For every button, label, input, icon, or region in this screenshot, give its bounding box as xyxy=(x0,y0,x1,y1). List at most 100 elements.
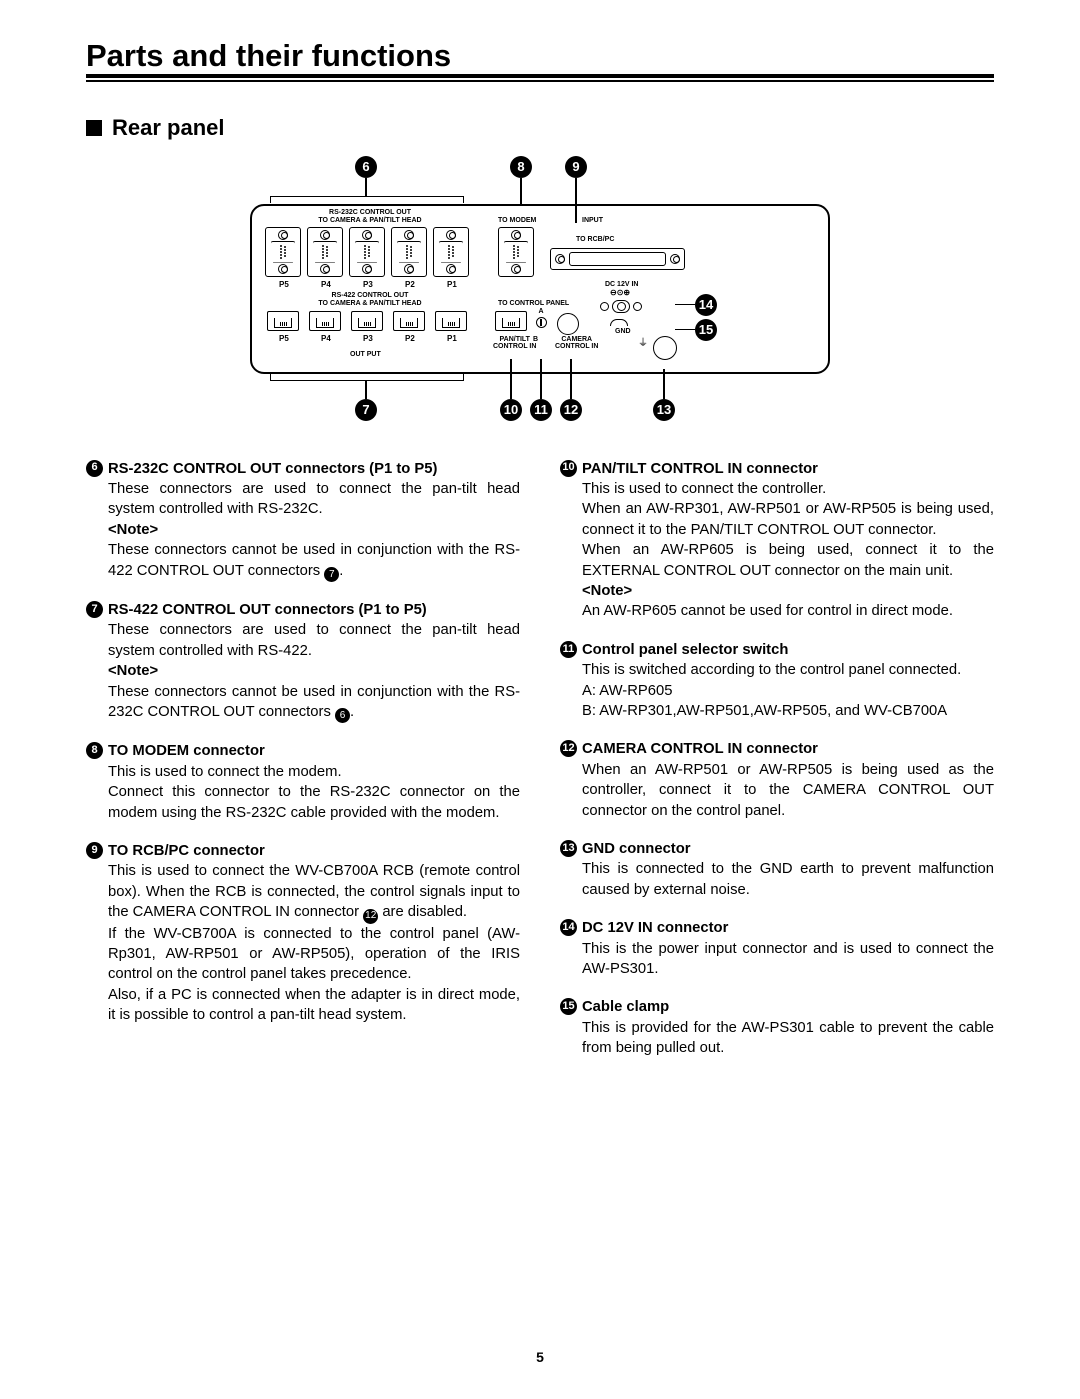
item-body: These connectors are used to connect the… xyxy=(86,479,520,520)
callout-14: 14 xyxy=(695,294,717,316)
item-11: 11 Control panel selector switchThis is s… xyxy=(560,640,994,722)
dc-jack xyxy=(600,300,642,313)
callout-10: 10 xyxy=(500,399,522,421)
callout-11: 11 xyxy=(530,399,552,421)
plabel-p3a: P3 xyxy=(363,280,373,289)
gnd-terminal xyxy=(653,336,677,360)
plabel-p2b: P2 xyxy=(405,334,415,343)
ab-switch: A xyxy=(533,308,549,328)
rj45-pantilt xyxy=(495,311,527,331)
label-to-rcb: TO RCB/PC xyxy=(576,236,614,244)
rj45-p1 xyxy=(435,311,467,331)
item-title: DC 12V IN connector xyxy=(582,918,728,938)
gnd-symbol: ⏚ xyxy=(638,334,648,349)
callout-8: 8 xyxy=(510,156,532,178)
callout-9: 9 xyxy=(565,156,587,178)
callout-6: 6 xyxy=(355,156,377,178)
item-10: 10 PAN/TILT CONTROL IN connectorThis is u… xyxy=(560,459,994,622)
label-input: INPUT xyxy=(582,217,603,225)
label-to-camera2: TO CAMERA & PAN/TILT HEAD xyxy=(310,300,430,308)
item-title: PAN/TILT CONTROL IN connector xyxy=(582,459,818,479)
item-number-icon: 10 xyxy=(560,460,577,477)
plabel-p4b: P4 xyxy=(321,334,331,343)
item-note-body: These connectors cannot be used in conju… xyxy=(86,682,520,724)
item-14: 14 DC 12V IN connectorThis is the power i… xyxy=(560,918,994,979)
label-to-modem: TO MODEM xyxy=(498,217,536,225)
item-title: Control panel selector switch xyxy=(582,640,788,660)
db9-p5 xyxy=(265,227,301,277)
item-note-body: These connectors cannot be used in conju… xyxy=(86,540,520,582)
db9-p2 xyxy=(391,227,427,277)
item-8: 8 TO MODEM connectorThis is used to conne… xyxy=(86,741,520,823)
item-number-icon: 14 xyxy=(560,919,577,936)
db9-p1 xyxy=(433,227,469,277)
item-body: This is provided for the AW-PS301 cable … xyxy=(560,1018,994,1059)
item-number-icon: 6 xyxy=(86,460,103,477)
item-9: 9TO RCB/PC connectorThis is used to conn… xyxy=(86,841,520,1026)
lbl-pantilt-in: PAN/TILT CONTROL IN xyxy=(493,336,536,351)
callout-7: 7 xyxy=(355,399,377,421)
item-body: This is connected to the GND earth to pr… xyxy=(560,859,994,900)
item-title: RS-422 CONTROL OUT connectors (P1 to P5) xyxy=(108,600,427,620)
item-body: This is used to connect the modem.Connec… xyxy=(86,762,520,823)
item-body: This is switched according to the contro… xyxy=(560,660,994,721)
db9-p3 xyxy=(349,227,385,277)
item-6: 6 RS-232C CONTROL OUT connectors (P1 to P… xyxy=(86,459,520,582)
cable-clamp xyxy=(610,319,628,326)
left-column: 6 RS-232C CONTROL OUT connectors (P1 to P… xyxy=(86,459,520,1077)
item-13: 13 GND connectorThis is connected to the … xyxy=(560,839,994,900)
plabel-p1a: P1 xyxy=(447,280,457,289)
item-note-body: An AW-RP605 cannot be used for control i… xyxy=(560,601,994,621)
right-column: 10 PAN/TILT CONTROL IN connectorThis is u… xyxy=(560,459,994,1077)
callout-13: 13 xyxy=(653,399,675,421)
lbl-output: OUT PUT xyxy=(350,351,381,359)
section-marker xyxy=(86,120,102,136)
item-body: This is the power input connector and is… xyxy=(560,939,994,980)
item-number-icon: 8 xyxy=(86,742,103,759)
item-title: TO RCB/PC connector xyxy=(108,841,265,861)
callout-12: 12 xyxy=(560,399,582,421)
item-title: TO MODEM connector xyxy=(108,741,265,761)
plabel-p4a: P4 xyxy=(321,280,331,289)
item-note-label: <Note> xyxy=(86,520,520,540)
din-camera xyxy=(557,313,579,335)
item-number-icon: 9 xyxy=(86,842,103,859)
item-note-label: <Note> xyxy=(560,581,994,601)
dsub-rcb xyxy=(550,248,685,270)
lbl-camera-in: CAMERA CONTROL IN xyxy=(555,336,598,351)
item-15: 15 Cable clampThis is provided for the AW… xyxy=(560,997,994,1058)
rj45-p2 xyxy=(393,311,425,331)
plabel-p1b: P1 xyxy=(447,334,457,343)
item-body: These connectors are used to connect the… xyxy=(86,620,520,661)
item-body: When an AW-RP501 or AW-RP505 is being us… xyxy=(560,760,994,821)
plabel-p5b: P5 xyxy=(279,334,289,343)
inline-ref-icon: 12 xyxy=(363,909,378,924)
rj45-p4 xyxy=(309,311,341,331)
rj45-p3 xyxy=(351,311,383,331)
plabel-p2a: P2 xyxy=(405,280,415,289)
page-number: 5 xyxy=(0,1349,1080,1365)
ab-a: A xyxy=(538,308,543,315)
plabel-p3b: P3 xyxy=(363,334,373,343)
page-title: Parts and their functions xyxy=(86,38,994,78)
item-title: GND connector xyxy=(582,839,691,859)
db9-p4 xyxy=(307,227,343,277)
db9-modem xyxy=(498,227,534,277)
item-number-icon: 13 xyxy=(560,840,577,857)
item-title: RS-232C CONTROL OUT connectors (P1 to P5… xyxy=(108,459,437,479)
item-7: 7RS-422 CONTROL OUT connectors (P1 to P5… xyxy=(86,600,520,723)
item-body: This is used to connect the controller.W… xyxy=(560,479,994,581)
title-underline xyxy=(86,80,994,82)
item-12: 12CAMERA CONTROL IN connectorWhen an AW-… xyxy=(560,739,994,821)
item-title: Cable clamp xyxy=(582,997,669,1017)
inline-ref-icon: 7 xyxy=(324,567,339,582)
item-number-icon: 11 xyxy=(560,641,577,658)
label-gnd: GND xyxy=(615,328,631,336)
plabel-p5a: P5 xyxy=(279,280,289,289)
item-number-icon: 15 xyxy=(560,998,577,1015)
label-rs232c: RS-232C CONTROL OUT xyxy=(315,209,425,217)
rear-panel-diagram: 6 8 9 RS-232C CONTROL OUT TO CAMERA & PA… xyxy=(230,156,850,421)
section-title: Rear panel xyxy=(112,115,225,141)
label-to-ctrl-panel: TO CONTROL PANEL xyxy=(498,300,569,308)
callout-15: 15 xyxy=(695,319,717,341)
